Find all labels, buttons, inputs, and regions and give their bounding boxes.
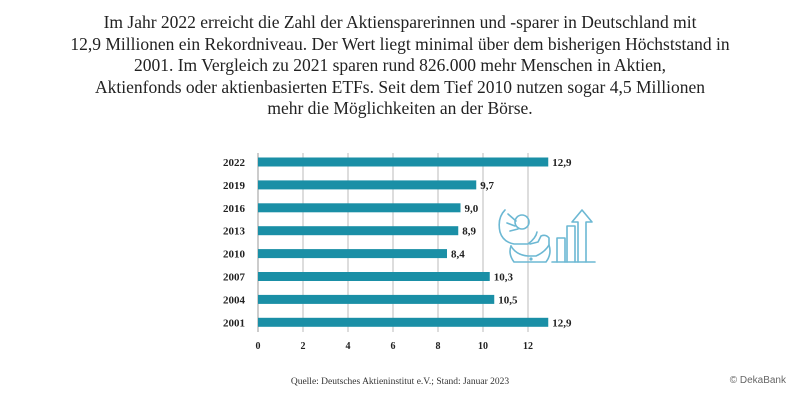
intro-line: 2001. Im Vergleich zu 2021 sparen rund 8… xyxy=(133,55,667,75)
copyright-credit: © DekaBank xyxy=(729,375,786,386)
intro-line: Aktienfonds oder aktienbasierten ETFs. S… xyxy=(95,76,705,97)
bar-chart: 0 2 4 6 8 10 12 2022 12,9 2019 9,7 2016 9,0 2013 8,9 20… xyxy=(223,153,596,352)
data-label: 8,9 xyxy=(462,226,476,238)
category-label: 2016 xyxy=(223,203,246,215)
data-label: 10,5 xyxy=(498,294,518,306)
bar xyxy=(258,226,459,236)
data-label: 12,9 xyxy=(552,157,572,169)
x-tick-label: 10 xyxy=(478,341,488,352)
x-tick-label: 6 xyxy=(391,341,396,352)
bar xyxy=(258,294,495,304)
bar xyxy=(258,203,461,213)
category-label: 2010 xyxy=(223,249,246,261)
bar xyxy=(258,157,549,167)
bars xyxy=(258,157,549,327)
intro-text: Im Jahr 2022 erreicht die Zahl der Aktie… xyxy=(70,12,730,120)
data-label: 9,0 xyxy=(465,203,479,215)
bar xyxy=(258,180,477,190)
bar xyxy=(258,317,549,327)
category-label: 2001 xyxy=(223,317,245,329)
labels: 0 2 4 6 8 10 12 2022 12,9 2019 9,7 2016 9,0 2013 8,9 20… xyxy=(223,157,572,352)
intro-line: 12,9 Millionen ein Rekordniveau. Der Wer… xyxy=(70,33,730,54)
category-label: 2019 xyxy=(223,180,246,192)
x-tick-label: 8 xyxy=(436,341,441,352)
category-label: 2004 xyxy=(223,294,246,306)
data-label: 10,3 xyxy=(494,272,514,284)
hand-coin-growth-icon xyxy=(498,209,596,263)
category-label: 2013 xyxy=(223,226,246,238)
x-tick-label: 0 xyxy=(256,341,261,352)
data-label: 12,9 xyxy=(552,317,572,329)
bar xyxy=(258,249,447,259)
x-tick-label: 12 xyxy=(523,341,533,352)
category-label: 2022 xyxy=(223,157,246,169)
intro-line: mehr die Möglichkeiten an der Börse. xyxy=(267,98,533,118)
data-label: 9,7 xyxy=(480,180,494,192)
category-label: 2007 xyxy=(223,272,246,284)
data-label: 8,4 xyxy=(451,249,465,261)
intro-line: Im Jahr 2022 erreicht die Zahl der Aktie… xyxy=(103,12,697,32)
x-tick-label: 2 xyxy=(301,341,306,352)
source-note: Quelle: Deutsches Aktieninstitut e.V.; S… xyxy=(290,377,510,387)
bar xyxy=(258,272,490,281)
x-tick-label: 4 xyxy=(346,341,351,352)
